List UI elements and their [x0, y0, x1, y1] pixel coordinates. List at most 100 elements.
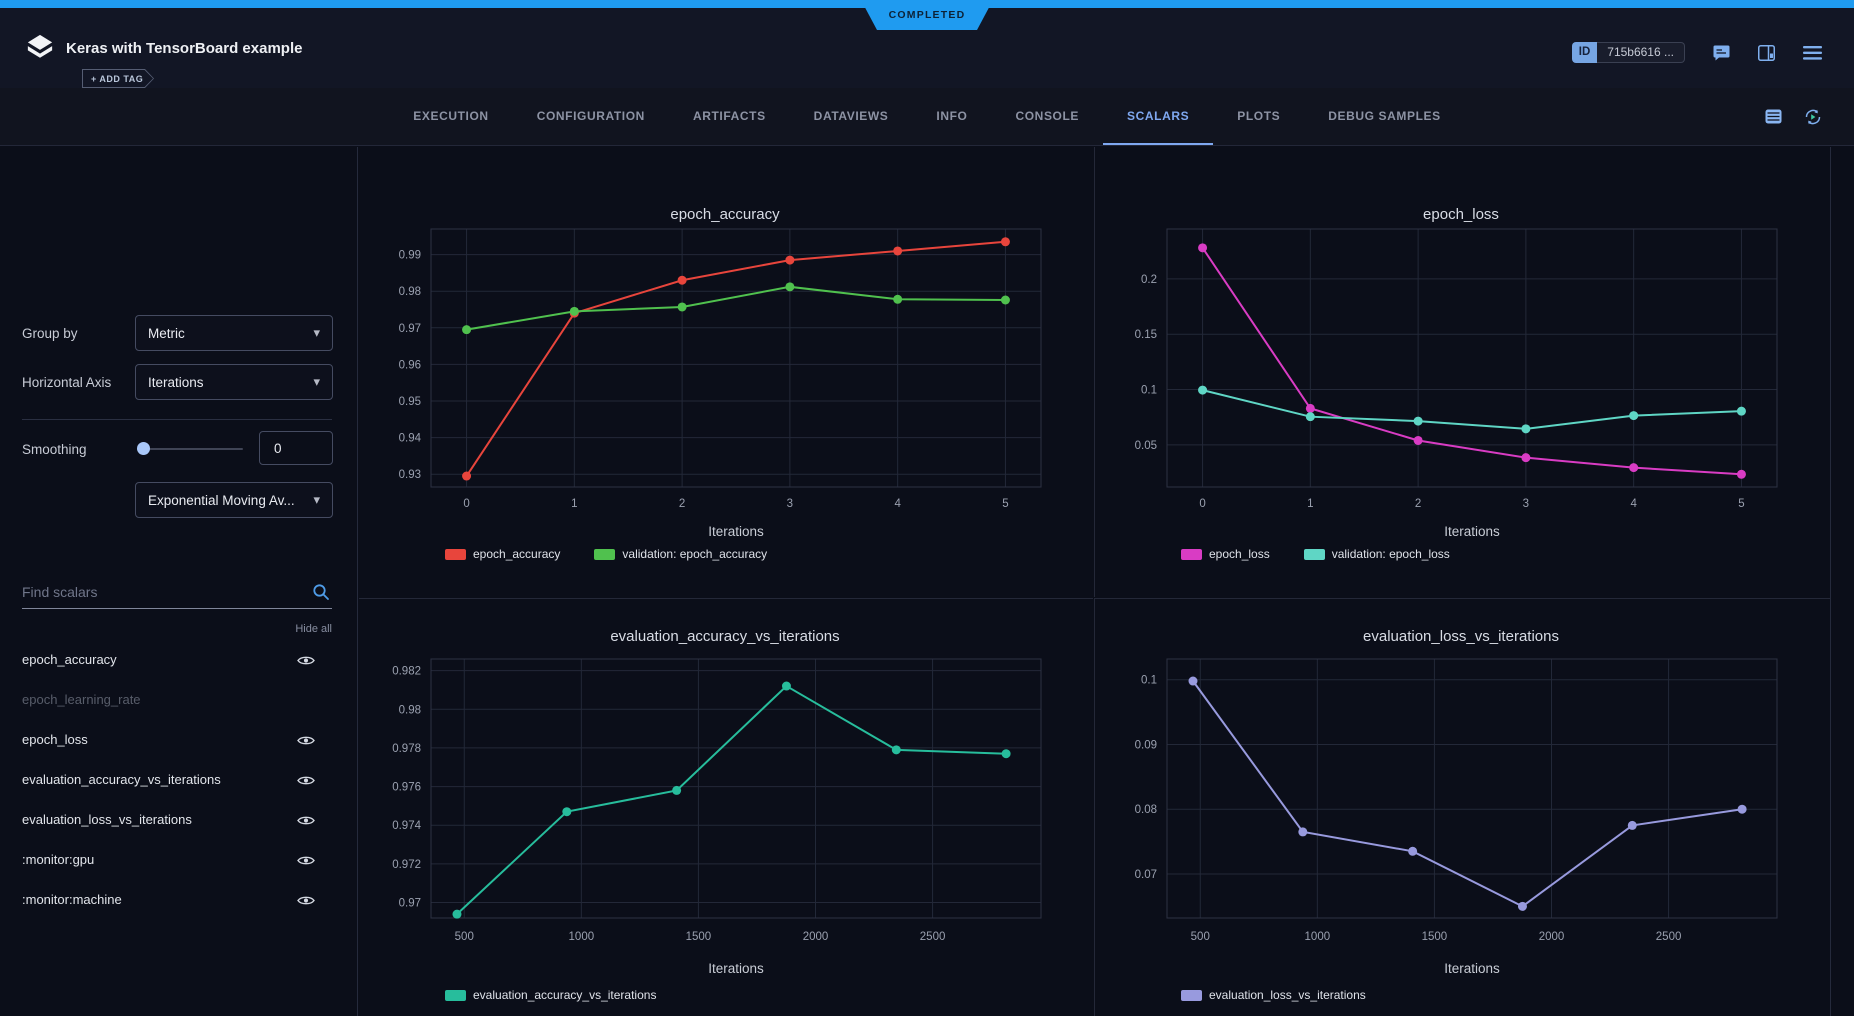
legend-label: validation: epoch_accuracy [622, 547, 768, 561]
legend-swatch [1303, 548, 1325, 560]
menu-icon[interactable] [1803, 45, 1822, 60]
legend-swatch [1181, 548, 1202, 560]
eye-icon[interactable] [297, 893, 315, 911]
metric-name: :monitor:machine [22, 892, 122, 907]
search-icon[interactable] [312, 583, 330, 606]
chart-evaluation-loss: 500 1000 1500 2000 2500 0.1 0.09 0.08 0.07 evalu… [1094, 598, 1830, 1016]
legend-swatch [594, 548, 616, 560]
chevron-down-icon: ▾ [313, 492, 320, 507]
sidebar-divider [22, 419, 332, 420]
add-tag-button[interactable]: + ADD TAG [82, 69, 154, 88]
tab-execution[interactable]: EXECUTION [413, 108, 489, 123]
legend-label: evaluation_accuracy_vs_iterations [473, 988, 657, 1002]
chart-legend: evaluation_accuracy_vs_iterations [445, 988, 656, 1002]
status-ribbon-label: COMPLETED [888, 9, 966, 21]
svg-text:2000: 2000 [1539, 931, 1565, 943]
svg-text:2: 2 [1415, 498, 1421, 510]
smoothing-value-input[interactable]: 0 [259, 431, 333, 465]
legend-swatch [1181, 989, 1202, 1001]
tab-info[interactable]: INFO [936, 108, 968, 123]
chart-title: epoch_loss [1423, 206, 1499, 223]
svg-text:0.2: 0.2 [1141, 274, 1157, 286]
legend-swatch [445, 989, 466, 1001]
tab-artifacts[interactable]: ARTIFACTS [692, 108, 766, 123]
legend-item[interactable]: evaluation_loss_vs_iterations [1181, 988, 1366, 1002]
smoothing-type-select[interactable]: Exponential Moving Av... ▾ [135, 482, 333, 518]
slider-thumb[interactable] [137, 442, 150, 455]
svg-text:1000: 1000 [1305, 931, 1331, 943]
svg-text:0.05: 0.05 [1135, 440, 1157, 452]
svg-text:2500: 2500 [920, 931, 946, 943]
legend-swatch [445, 548, 466, 560]
metric-name: epoch_accuracy [22, 652, 117, 667]
svg-text:0.1: 0.1 [1141, 385, 1157, 397]
list-item: evaluation_accuracy_vs_iterations [0, 759, 357, 799]
horizontal-axis-label: Horizontal Axis [22, 375, 112, 390]
svg-text:0.982: 0.982 [392, 666, 421, 678]
list-item: epoch_accuracy [0, 639, 357, 679]
horizontal-axis-select[interactable]: Iterations ▾ [135, 364, 333, 400]
tab-debug-samples[interactable]: DEBUG SAMPLES [1328, 108, 1441, 123]
svg-text:0.15: 0.15 [1135, 329, 1157, 341]
svg-text:2500: 2500 [1656, 931, 1682, 943]
smoothing-label: Smoothing [22, 442, 87, 457]
eye-icon[interactable] [297, 733, 315, 751]
hide-all-button[interactable]: Hide all [295, 623, 332, 635]
svg-text:0: 0 [1199, 498, 1205, 510]
metric-name: evaluation_accuracy_vs_iterations [22, 772, 221, 787]
chart-plot[interactable]: 500 1000 1500 2000 2500 0.982 0.98 0.978 0.976 0.… [359, 599, 1091, 1016]
chart-plot[interactable]: 500 1000 1500 2000 2500 0.1 0.09 0.08 0.07 [1095, 599, 1827, 1016]
svg-text:0.99: 0.99 [399, 250, 421, 262]
legend-item[interactable]: epoch_accuracy [445, 547, 560, 561]
legend-item[interactable]: evaluation_accuracy_vs_iterations [445, 988, 656, 1002]
eye-icon[interactable] [297, 853, 315, 871]
experiment-id-badge: ID 715b6616 ... [1571, 42, 1685, 63]
svg-text:0.972: 0.972 [392, 859, 421, 871]
chart-x-axis-label: Iterations [1444, 961, 1500, 976]
list-item: :monitor:machine [0, 879, 357, 919]
svg-text:0.978: 0.978 [392, 743, 421, 755]
svg-text:0.95: 0.95 [399, 396, 421, 408]
legend-label: epoch_accuracy [473, 547, 561, 561]
tab-console[interactable]: CONSOLE [1015, 108, 1080, 123]
tab-configuration[interactable]: CONFIGURATION [536, 108, 645, 123]
eye-icon[interactable] [297, 813, 315, 831]
chart-x-axis-label: Iterations [1444, 524, 1500, 539]
slider-track [137, 448, 243, 450]
legend-item[interactable]: epoch_loss [1181, 547, 1270, 561]
add-tag-label: + ADD TAG [83, 70, 153, 87]
tab-bar-actions [1765, 88, 1822, 145]
svg-text:1: 1 [1307, 498, 1313, 510]
search-input[interactable] [22, 575, 302, 608]
svg-text:0.93: 0.93 [399, 469, 421, 481]
svg-text:0.974: 0.974 [392, 820, 421, 832]
auto-refresh-icon[interactable] [1804, 108, 1822, 126]
tab-dataviews[interactable]: DATAVIEWS [813, 108, 889, 123]
id-value[interactable]: 715b6616 ... [1597, 42, 1685, 63]
chart-title: evaluation_loss_vs_iterations [1363, 628, 1559, 645]
id-chip: ID [1571, 42, 1598, 63]
eye-icon[interactable] [297, 653, 315, 671]
chart-x-axis-label: Iterations [708, 524, 764, 539]
comment-icon[interactable] [1713, 45, 1730, 61]
tab-plots[interactable]: PLOTS [1237, 108, 1281, 123]
svg-text:1000: 1000 [569, 931, 595, 943]
chart-plot[interactable]: 0 1 2 3 4 5 0.2 0.15 0.1 0.05 [1095, 147, 1827, 597]
tab-scalars[interactable]: SCALARS [1103, 88, 1214, 145]
charts-grid: 0 1 2 3 4 5 0.99 0.98 0.97 0.96 0.95 0.94 0.93 epoch… [359, 147, 1831, 1016]
list-item: evaluation_loss_vs_iterations [0, 799, 357, 839]
legend-item[interactable]: validation: epoch_loss [1303, 547, 1450, 561]
smoothing-slider[interactable] [137, 442, 243, 456]
chart-plot[interactable]: 0 1 2 3 4 5 0.99 0.98 0.97 0.96 0.95 0.94 0.93 [359, 147, 1091, 597]
legend-item[interactable]: validation: epoch_accuracy [594, 547, 767, 561]
experiment-logo-icon [24, 34, 56, 67]
eye-icon[interactable] [297, 773, 315, 791]
svg-text:4: 4 [894, 498, 901, 510]
group-by-select[interactable]: Metric ▾ [135, 315, 333, 351]
metrics-table-icon[interactable] [1765, 109, 1782, 124]
details-panel-icon[interactable] [1758, 44, 1775, 61]
svg-text:0.09: 0.09 [1135, 739, 1157, 751]
metric-name: epoch_loss [22, 732, 88, 747]
chevron-down-icon: ▾ [313, 325, 320, 340]
chart-epoch-loss: 0 1 2 3 4 5 0.2 0.15 0.1 0.05 epoch_loss Iteratio… [1094, 147, 1830, 597]
